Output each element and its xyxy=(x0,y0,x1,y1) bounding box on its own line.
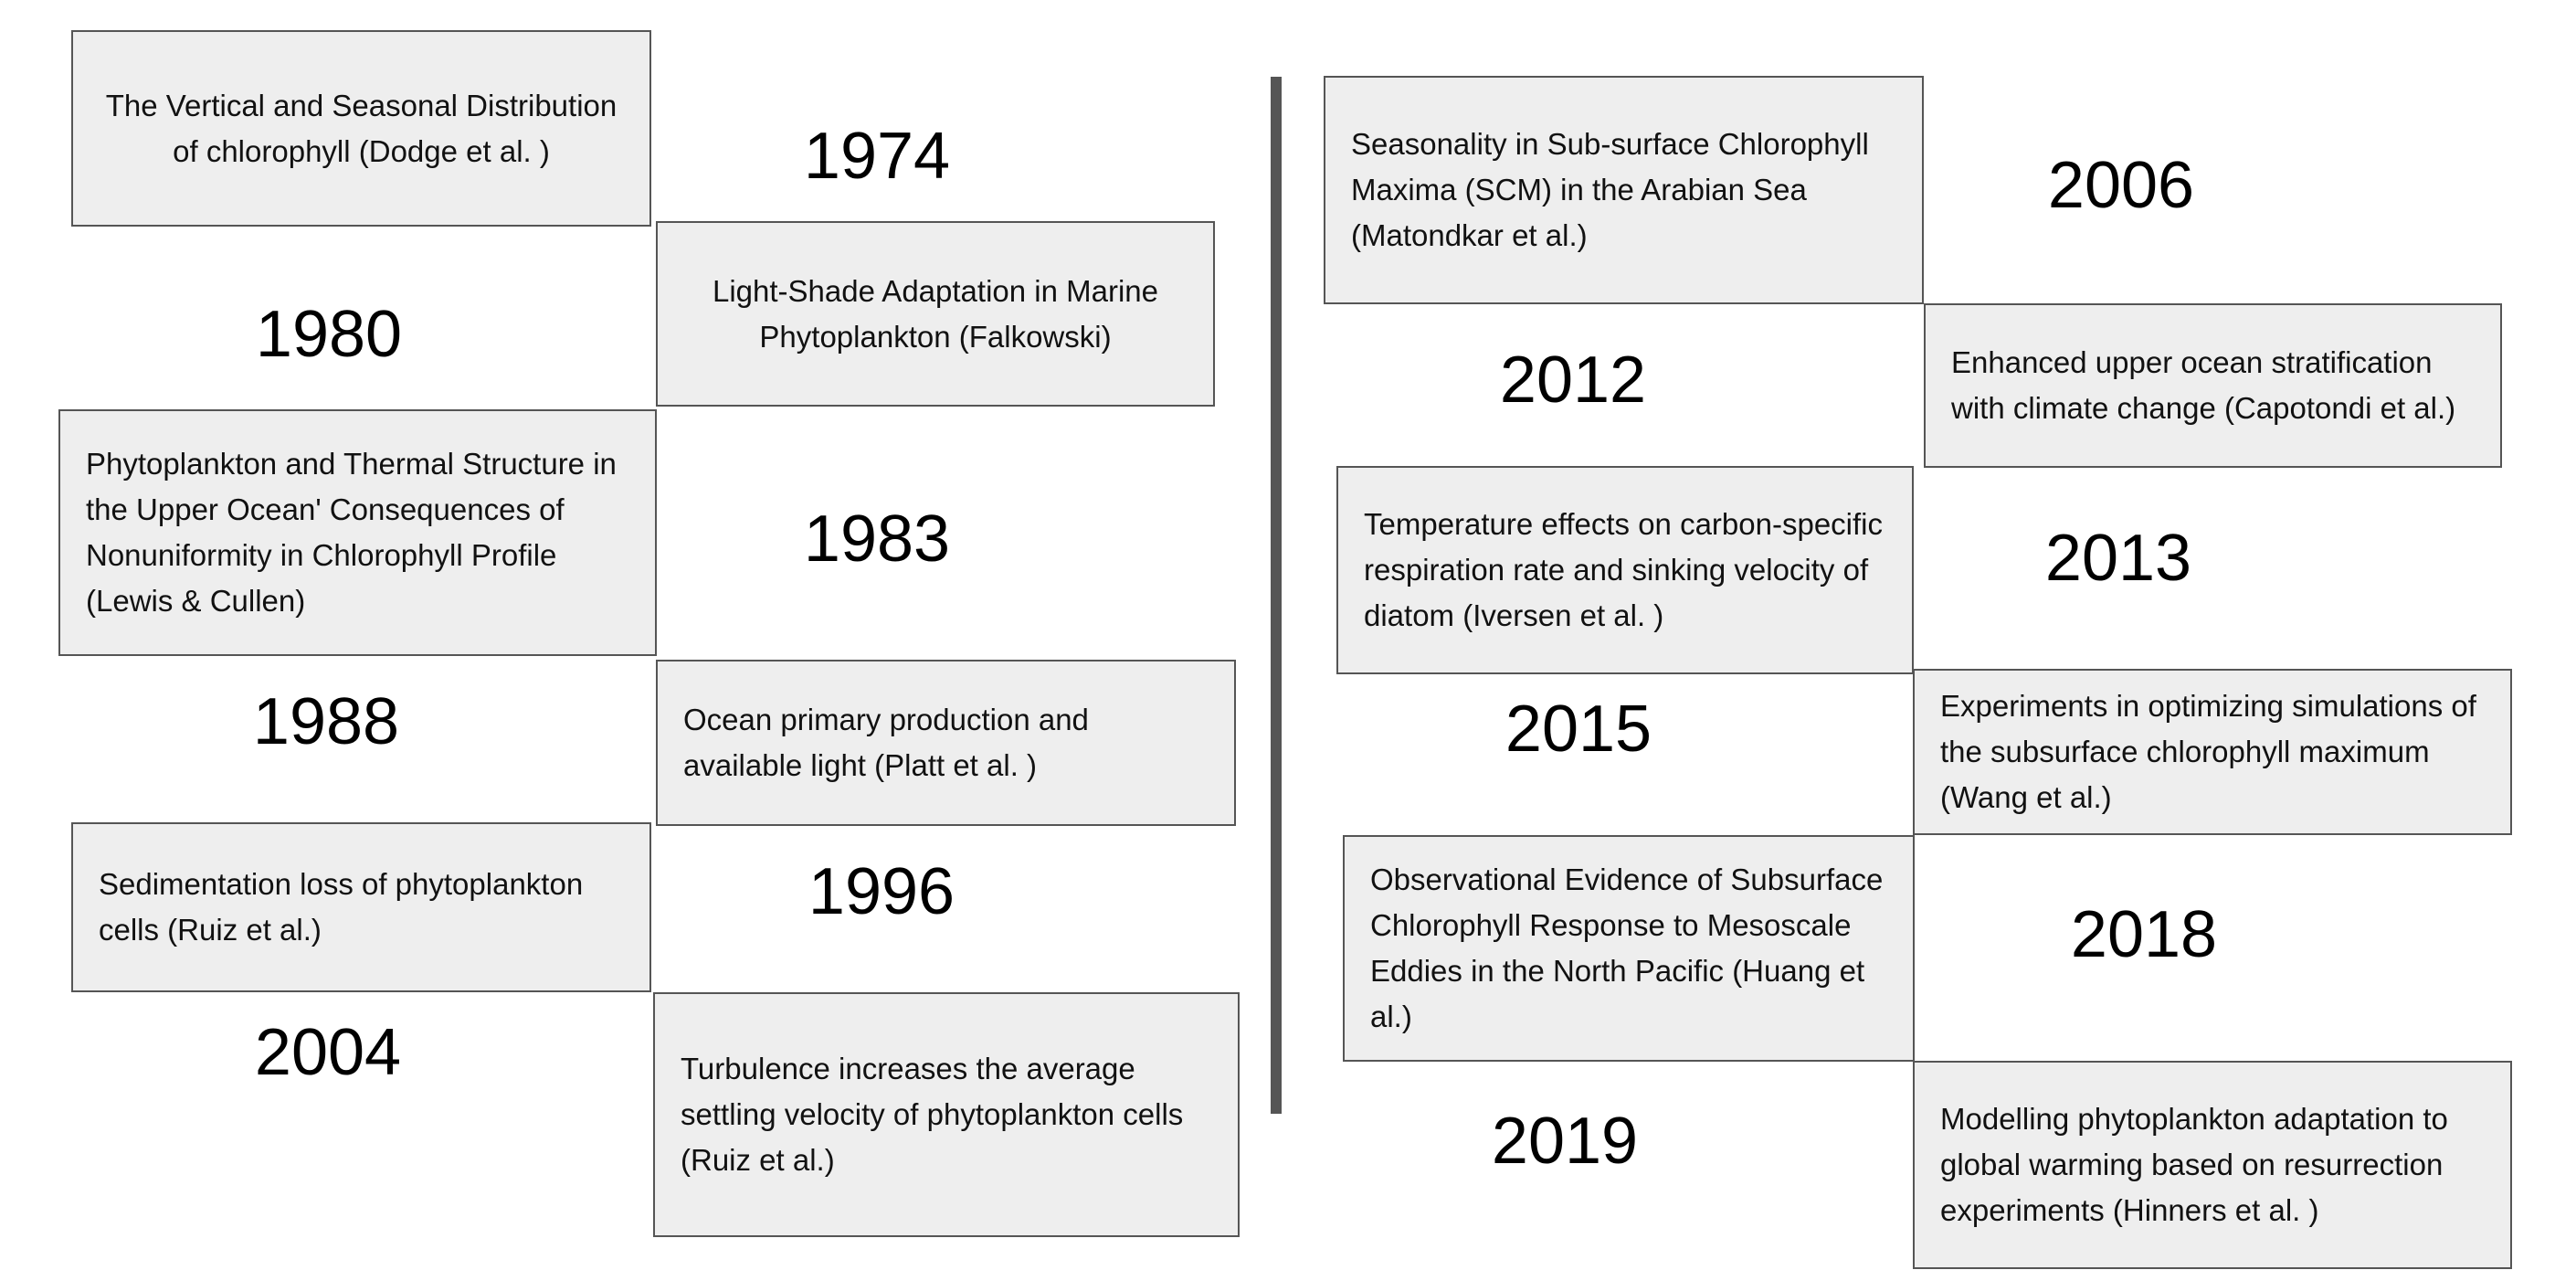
year-label-1983: 1983 xyxy=(803,503,951,576)
paper-text: Enhanced upper ocean stratification with… xyxy=(1951,345,2456,425)
paper-text: Sedimentation loss of phytoplankton cell… xyxy=(99,867,584,947)
paper-text: The Vertical and Seasonal Distribution o… xyxy=(105,88,618,168)
paper-box-lewis-cullen: Phytoplankton and Thermal Structure in t… xyxy=(58,409,657,656)
paper-text: Phytoplankton and Thermal Structure in t… xyxy=(86,447,617,618)
paper-box-ruiz-sedimentation: Sedimentation loss of phytoplankton cell… xyxy=(71,822,651,992)
paper-box-huang: Observational Evidence of Subsurface Chl… xyxy=(1343,835,1915,1062)
paper-box-hinners: Modelling phytoplankton adaptation to gl… xyxy=(1913,1061,2512,1269)
year-label-1996: 1996 xyxy=(808,855,955,928)
paper-box-capotondi: Enhanced upper ocean stratification with… xyxy=(1924,303,2502,468)
paper-text: Seasonality in Sub-surface Chlorophyll M… xyxy=(1351,127,1869,252)
year-label-2019: 2019 xyxy=(1491,1105,1639,1178)
year-label-2015: 2015 xyxy=(1504,693,1652,766)
paper-text: Turbulence increases the average settlin… xyxy=(681,1052,1184,1177)
column-divider xyxy=(1271,77,1282,1114)
year-label-2018: 2018 xyxy=(2070,898,2218,971)
paper-box-platt: Ocean primary production and available l… xyxy=(656,660,1236,826)
paper-text: Observational Evidence of Subsurface Chl… xyxy=(1370,863,1884,1033)
year-label-1974: 1974 xyxy=(803,120,951,193)
year-label-2013: 2013 xyxy=(2044,522,2192,595)
paper-box-falkowski: Light-Shade Adaptation in Marine Phytopl… xyxy=(656,221,1215,407)
paper-text: Modelling phytoplankton adaptation to gl… xyxy=(1940,1102,2448,1227)
paper-text: Light-Shade Adaptation in Marine Phytopl… xyxy=(712,273,1158,354)
paper-box-matondkar: Seasonality in Sub-surface Chlorophyll M… xyxy=(1324,76,1924,304)
paper-text: Experiments in optimizing simulations of… xyxy=(1940,689,2476,814)
paper-box-wang: Experiments in optimizing simulations of… xyxy=(1913,669,2512,835)
paper-text: Ocean primary production and available l… xyxy=(683,703,1089,782)
year-label-1980: 1980 xyxy=(255,298,403,371)
paper-text: Temperature effects on carbon-specific r… xyxy=(1364,507,1884,632)
year-label-2012: 2012 xyxy=(1499,344,1647,417)
year-label-2006: 2006 xyxy=(2047,149,2195,222)
paper-box-iversen: Temperature effects on carbon-specific r… xyxy=(1336,466,1914,674)
year-label-2004: 2004 xyxy=(254,1016,402,1089)
paper-box-ruiz-turbulence: Turbulence increases the average settlin… xyxy=(653,992,1240,1237)
year-label-1988: 1988 xyxy=(252,685,400,758)
paper-box-dodge: The Vertical and Seasonal Distribution o… xyxy=(71,30,651,227)
